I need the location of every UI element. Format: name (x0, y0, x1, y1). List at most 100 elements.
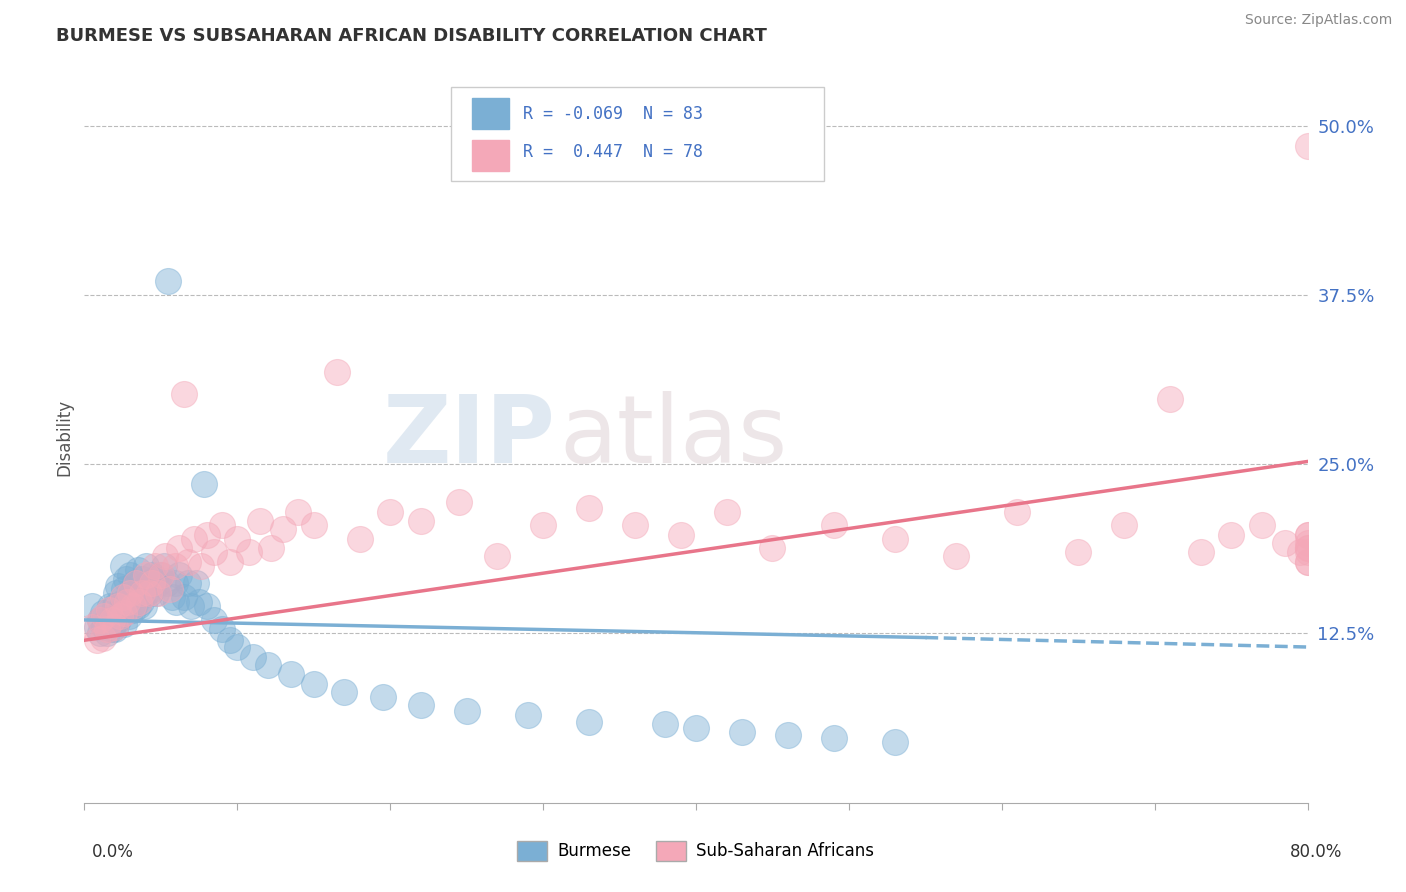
Point (111, 595, 134, 609)
Point (112, 606, 135, 620)
Point (249, 514, 271, 528)
Bar (472, 140, 509, 170)
Point (128, 582, 150, 596)
Point (177, 576, 200, 591)
Point (211, 623, 233, 637)
Point (1114, 518, 1136, 533)
Point (97, 603, 120, 617)
Point (111, 590, 134, 604)
Point (103, 617, 125, 632)
Point (91, 631, 114, 645)
Point (1296, 527, 1319, 541)
Point (108, 608, 131, 623)
Point (93, 608, 115, 623)
Point (131, 572, 153, 586)
Point (98, 599, 121, 614)
Point (516, 707, 538, 722)
Point (108, 608, 131, 623)
Point (624, 518, 647, 533)
Point (153, 558, 176, 573)
Point (180, 599, 202, 614)
Point (190, 558, 212, 573)
Point (104, 623, 127, 637)
Point (160, 590, 183, 604)
Point (141, 568, 163, 582)
Point (112, 582, 135, 596)
Point (280, 667, 302, 681)
Point (669, 527, 692, 541)
Point (89, 626, 111, 640)
Point (104, 620, 127, 634)
Point (257, 657, 280, 672)
Point (146, 586, 169, 600)
Point (107, 613, 129, 627)
Point (1289, 545, 1312, 559)
Point (1005, 505, 1028, 519)
Point (163, 558, 186, 573)
Point (761, 541, 783, 556)
Point (447, 495, 470, 509)
Point (114, 572, 136, 586)
Point (143, 558, 166, 573)
Point (145, 586, 167, 600)
Text: R =  0.447  N = 78: R = 0.447 N = 78 (523, 144, 703, 161)
Point (149, 568, 172, 582)
Point (143, 572, 166, 586)
Point (776, 728, 799, 742)
Text: 80.0%: 80.0% (1291, 843, 1343, 861)
Point (195, 527, 218, 541)
Point (141, 576, 163, 591)
Point (578, 500, 600, 515)
Point (195, 599, 218, 614)
Point (80, 599, 103, 614)
Text: ZIP: ZIP (382, 391, 555, 483)
Point (226, 640, 249, 654)
Point (1296, 527, 1319, 541)
Point (122, 599, 145, 614)
Point (104, 599, 127, 614)
Point (163, 576, 186, 591)
Point (107, 579, 129, 593)
Point (1159, 392, 1181, 406)
Point (93, 620, 115, 634)
Point (86, 620, 108, 634)
Point (118, 608, 141, 623)
Point (127, 599, 149, 614)
Point (823, 518, 845, 533)
Point (101, 613, 124, 627)
Point (138, 576, 160, 591)
Point (135, 586, 157, 600)
Point (188, 595, 211, 609)
Point (218, 555, 240, 569)
Point (531, 518, 554, 533)
Point (202, 613, 225, 627)
Point (89, 613, 111, 627)
Point (883, 735, 905, 749)
Point (156, 576, 179, 591)
Point (132, 599, 155, 614)
Point (110, 603, 132, 617)
Point (139, 586, 162, 600)
Point (115, 599, 138, 614)
Point (578, 714, 600, 729)
Point (1189, 545, 1212, 559)
Point (218, 633, 240, 648)
Point (167, 568, 190, 582)
Point (409, 698, 432, 713)
Point (131, 586, 153, 600)
Point (883, 532, 905, 546)
Point (149, 568, 172, 582)
Point (127, 563, 149, 577)
Point (371, 690, 394, 705)
Point (716, 505, 738, 519)
Point (91, 606, 114, 620)
Legend: Burmese, Sub-Saharan Africans: Burmese, Sub-Saharan Africans (510, 834, 882, 868)
Point (107, 599, 129, 614)
Point (135, 558, 157, 573)
Point (80, 620, 103, 634)
Point (124, 576, 146, 591)
Point (211, 518, 233, 533)
Point (456, 704, 478, 718)
Point (1296, 541, 1319, 556)
Point (823, 731, 845, 745)
